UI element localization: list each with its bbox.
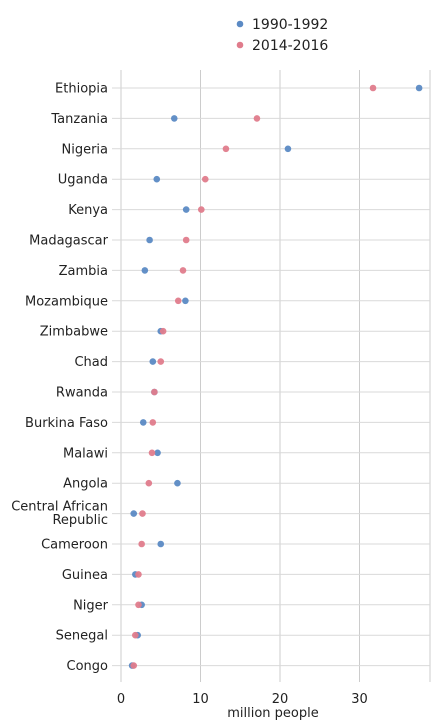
x-tick-label: 0 — [117, 692, 125, 707]
data-point — [135, 571, 142, 578]
data-point — [141, 267, 149, 274]
data-point — [174, 479, 181, 487]
data-point — [153, 175, 161, 183]
data-point — [201, 175, 209, 183]
category-label: Kenya — [68, 203, 108, 218]
category-label: Mozambique — [25, 294, 108, 309]
category-label: Chad — [74, 355, 108, 370]
data-point — [145, 479, 153, 487]
category-label: Central African Republic — [11, 500, 108, 528]
x-tick-label: 10 — [192, 692, 209, 707]
x-tick-label: 20 — [272, 692, 289, 707]
data-points — [128, 84, 423, 669]
legend-label: 1990-1992 — [252, 17, 328, 33]
data-point — [253, 115, 261, 122]
category-label: Nigeria — [61, 142, 108, 157]
data-point — [182, 297, 189, 305]
data-point — [284, 145, 292, 153]
legend-label: 2014-2016 — [252, 38, 328, 54]
data-point — [149, 358, 157, 365]
data-point — [149, 419, 157, 426]
category-label: Congo — [67, 659, 109, 674]
data-point — [130, 662, 138, 669]
category-label: Zimbabwe — [40, 325, 108, 340]
data-point — [179, 267, 187, 274]
data-point — [182, 206, 190, 213]
data-point — [197, 206, 205, 213]
category-label: Burkina Faso — [25, 416, 108, 431]
data-point — [415, 84, 423, 92]
category-label: Senegal — [56, 629, 108, 644]
x-tick-labels: 0 10 20 30 — [117, 692, 368, 707]
data-point — [157, 358, 165, 365]
legend-marker — [236, 41, 244, 49]
data-point — [130, 510, 138, 517]
x-tick-label: 30 — [351, 692, 368, 707]
x-axis-title: million people — [227, 706, 319, 720]
data-point — [154, 449, 161, 457]
legend-marker — [236, 20, 244, 28]
data-point — [132, 631, 139, 639]
category-label: Tanzania — [50, 112, 108, 127]
category-label: Guinea — [62, 568, 108, 583]
data-point — [139, 510, 146, 517]
data-point — [138, 540, 145, 548]
data-point — [369, 84, 377, 92]
category-labels: Ethiopia Tanzania Nigeria Uganda Kenya Madaga… — [11, 82, 108, 675]
data-point — [159, 327, 167, 335]
data-point — [170, 115, 178, 122]
category-label: Cameroon — [41, 538, 108, 553]
data-point — [151, 388, 158, 396]
category-label: Angola — [63, 477, 108, 492]
data-point — [174, 297, 182, 305]
data-point — [157, 540, 165, 548]
data-point — [182, 236, 190, 244]
data-point — [148, 449, 156, 457]
data-point — [135, 601, 142, 609]
category-label: Malawi — [63, 446, 108, 461]
category-label: Uganda — [58, 173, 108, 188]
category-label: Ethiopia — [55, 82, 108, 97]
category-label: Rwanda — [56, 386, 108, 401]
data-point — [222, 145, 230, 153]
gridlines — [112, 70, 431, 682]
data-point — [139, 419, 147, 426]
legend: 1990-1992 2014-2016 — [236, 17, 328, 54]
data-point — [146, 236, 153, 244]
category-label: Zambia — [59, 264, 108, 279]
category-label: Niger — [73, 598, 109, 613]
category-label: Madagascar — [29, 234, 109, 249]
